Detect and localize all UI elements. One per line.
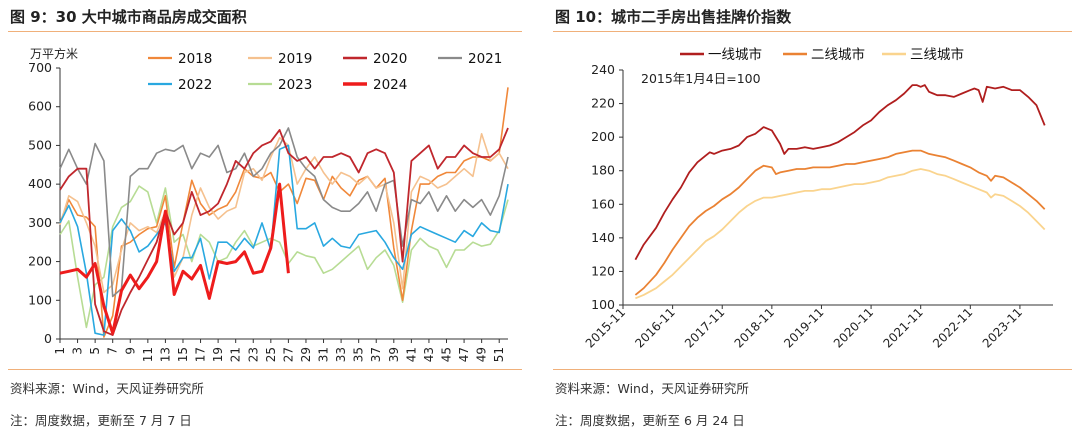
x-tick-label: 13 <box>158 347 172 362</box>
legend-label-三线城市: 三线城市 <box>910 46 964 63</box>
chart-panel-transaction-area: 图 9：30 大中城市商品房成交面积 万平方米 0 100 200 300 400 500 6… <box>0 0 530 435</box>
legend-label-2018: 2018 <box>178 51 212 67</box>
chart-panel-listing-price-index: 图 10：城市二手房出售挂牌价指数 100 120 140 160 180 200 220 2… <box>545 0 1080 435</box>
x-tick-label: 17 <box>194 347 208 362</box>
x-tick-label: 2016-11 <box>632 305 677 350</box>
x-tick-label: 2020-11 <box>831 305 876 350</box>
x-tick-label: 37 <box>369 347 383 362</box>
y-tick-label: 220 <box>591 96 615 111</box>
y-tick-label: 700 <box>28 60 52 75</box>
title-rule <box>553 31 1072 32</box>
x-tick-label: 2017-11 <box>682 305 727 350</box>
y-tick-label: 200 <box>591 129 615 144</box>
source-text: 资料来源：Wind，天风证券研究所 <box>555 381 749 396</box>
x-tick-label: 15 <box>176 347 190 362</box>
y-tick-label: 140 <box>591 230 615 245</box>
x-tick-label: 29 <box>299 347 313 362</box>
series-line-二线城市 <box>634 149 1046 296</box>
footer-rule <box>8 369 522 370</box>
note-text: 注：周度数据，更新至 7 月 7 日 <box>10 413 192 428</box>
legend-label-2020: 2020 <box>373 51 407 67</box>
title-rule <box>8 31 522 32</box>
chart-title: 图 10：城市二手房出售挂牌价指数 <box>555 8 792 26</box>
x-tick-label: 45 <box>440 347 454 362</box>
x-tick-label: 5 <box>88 347 102 355</box>
legend-label-2023: 2023 <box>278 77 312 93</box>
legend-label-2022: 2022 <box>178 77 212 93</box>
y-tick-label: 180 <box>591 163 615 178</box>
series-line-2023 <box>59 185 509 329</box>
base-annotation: 2015年1月4日=100 <box>641 71 761 86</box>
x-tick-label: 2022-11 <box>930 305 975 350</box>
x-tick-label: 11 <box>141 347 155 362</box>
legend-label-2021: 2021 <box>468 51 502 67</box>
x-tick-label: 47 <box>457 347 471 362</box>
y-tick-label: 300 <box>28 215 52 230</box>
y-axis-label: 万平方米 <box>30 46 78 61</box>
x-tick-label: 2015-11 <box>583 305 628 350</box>
y-tick-label: 240 <box>591 62 615 77</box>
x-tick-label: 43 <box>422 347 436 362</box>
legend-label-二线城市: 二线城市 <box>811 46 865 63</box>
x-tick-label: 33 <box>334 347 348 362</box>
x-tick-label: 2019-11 <box>781 305 826 350</box>
x-tick-label: 1 <box>53 347 67 355</box>
series-line-三线城市 <box>635 168 1046 300</box>
x-tick-label: 9 <box>123 347 137 355</box>
series-line-2021 <box>59 127 509 298</box>
y-tick-label: 100 <box>28 292 52 307</box>
series-line-一线城市 <box>634 84 1046 261</box>
y-tick-label: 600 <box>28 99 52 114</box>
series-line-2022 <box>59 144 509 336</box>
x-tick-label: 2023-11 <box>980 305 1025 350</box>
x-tick-label: 27 <box>281 347 295 362</box>
x-tick-label: 19 <box>211 347 225 362</box>
x-tick-label: 39 <box>387 347 401 362</box>
note-text: 注：周度数据，更新至 6 月 24 日 <box>555 413 745 428</box>
legend-label-2024: 2024 <box>373 77 407 93</box>
y-tick-label: 200 <box>28 254 52 269</box>
x-tick-label: 35 <box>352 347 366 362</box>
chart-title: 图 9：30 大中城市商品房成交面积 <box>10 8 247 26</box>
x-tick-label: 2018-11 <box>732 305 777 350</box>
x-tick-label: 49 <box>475 347 489 362</box>
series-line-2018 <box>59 87 509 338</box>
y-tick-label: 400 <box>28 176 52 191</box>
x-tick-label: 41 <box>404 347 418 362</box>
legend-label-一线城市: 一线城市 <box>708 46 762 63</box>
y-tick-label: 120 <box>591 263 615 278</box>
series-line-2024 <box>59 182 290 335</box>
series-line-2020 <box>59 127 509 337</box>
x-tick-label: 3 <box>71 347 85 355</box>
x-tick-label: 23 <box>246 347 260 362</box>
y-tick-label: 100 <box>591 297 615 312</box>
y-tick-label: 160 <box>591 196 615 211</box>
x-tick-label: 7 <box>106 347 120 355</box>
x-tick-label: 21 <box>229 347 243 362</box>
legend-label-2019: 2019 <box>278 51 312 67</box>
x-tick-label: 31 <box>317 347 331 362</box>
x-tick-label: 25 <box>264 347 278 362</box>
y-tick-label: 0 <box>44 331 52 346</box>
x-tick-label: 51 <box>492 347 506 362</box>
footer-rule <box>553 369 1072 370</box>
x-tick-label: 2021-11 <box>880 305 925 350</box>
y-tick-label: 500 <box>28 137 52 152</box>
source-text: 资料来源：Wind，天风证券研究所 <box>10 381 204 396</box>
